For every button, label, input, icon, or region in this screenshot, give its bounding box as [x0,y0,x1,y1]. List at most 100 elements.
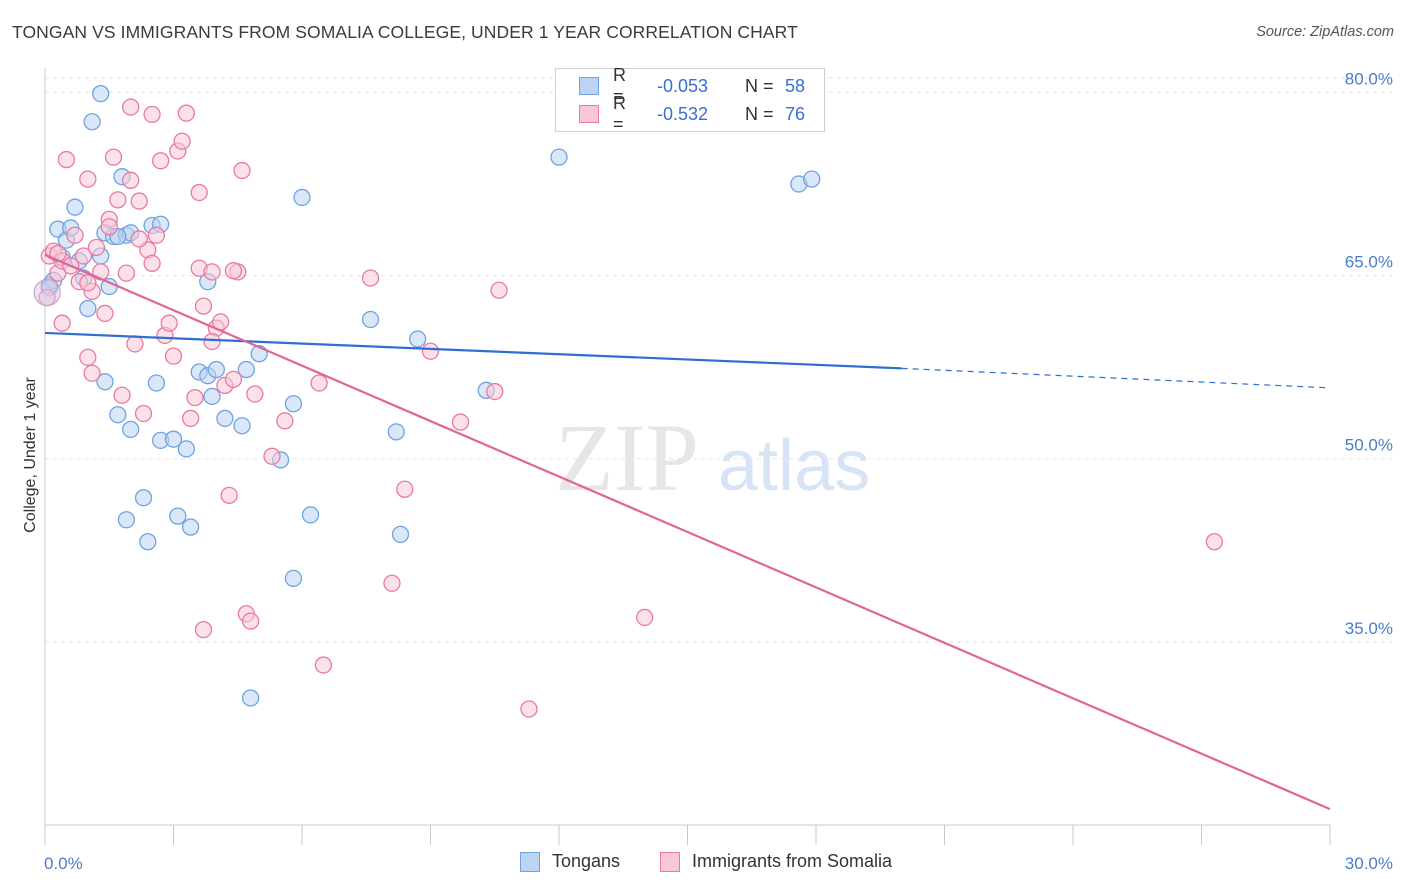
y-tick-label: 35.0% [1345,619,1393,638]
point-tongans [387,423,405,441]
source-credit: Source: ZipAtlas.com [1256,24,1394,40]
point-tongans [83,113,101,131]
point-somalia [396,480,414,498]
point-somalia [246,385,264,403]
correlation-legend: R = -0.053 N = 58 R = -0.532 N = 76 [555,65,825,134]
point-somalia [130,192,148,210]
legend-swatch-tongans [520,851,540,872]
point-somalia [1205,533,1223,551]
legend-r-label: R = [613,93,626,134]
point-somalia [263,447,281,465]
point-somalia [143,105,161,124]
point-somalia [310,374,328,392]
point-somalia [160,314,178,332]
legend-r-value: -0.053 [657,75,709,96]
point-tongans [164,430,183,448]
point-tongans [284,569,303,588]
point-somalia [79,348,97,367]
point-tongans [408,330,427,348]
legend-label-somalia: Immigrants from Somalia [692,851,893,871]
point-somalia [104,148,123,166]
point-somalia [57,150,76,169]
y-tick-label: 80.0% [1345,69,1393,88]
point-tongans [241,689,260,707]
point-somalia [147,226,166,244]
point-somalia [143,254,161,273]
point-tongans [122,420,140,439]
legend-row-somalia: R = -0.532 N = 76 [556,93,806,134]
point-somalia [74,247,93,265]
trend-lines [44,253,1331,811]
watermark-zip: ZIP [555,404,699,511]
watermark-atlas: atlas [718,426,870,506]
legend-item-somalia[interactable]: Immigrants from Somalia [660,851,892,872]
point-somalia [173,132,191,150]
point-tongans [117,511,136,529]
point-tongans [207,360,225,379]
point-tongans [361,310,380,329]
point-somalia [636,608,654,627]
point-somalia [164,347,183,365]
point-somalia [100,218,118,236]
point-somalia [241,612,260,630]
data-points [33,84,1223,718]
point-somalia [79,170,97,188]
point-tongans [109,406,127,424]
point-somalia [134,404,153,423]
legend-swatch-somalia [660,851,680,872]
point-somalia [361,269,380,287]
legend-swatch-tongans [579,77,599,95]
point-somalia [87,238,106,257]
point-tongans [284,395,303,413]
point-tongans [134,489,153,507]
point-somalia [113,386,131,404]
point-somalia [220,486,238,504]
point-tongans [233,417,251,435]
series-legend: Tongans Immigrants from Somalia [0,851,1406,879]
legend-item-tongans[interactable]: Tongans [520,851,620,872]
y-tick-label: 65.0% [1345,253,1393,272]
legend-n-label: N = [745,103,774,124]
legend-n-label: N = [745,75,774,96]
point-somalia [190,183,208,202]
legend-n-value: 76 [785,103,806,124]
watermark: ZIP atlas [555,404,870,511]
legend-row-tongans: R = -0.053 N = 58 [556,65,806,106]
point-somalia [151,152,170,170]
point-somalia [224,262,243,280]
point-tongans [92,84,110,103]
point-somalia [122,171,140,189]
point-tongans [96,373,114,391]
point-somalia [233,161,251,180]
point-somalia [203,263,221,281]
point-tongans [301,506,320,524]
point-tongans [391,525,410,544]
point-somalia [66,226,84,244]
legend-r-label: R = [613,65,626,106]
point-somalia [53,314,71,332]
point-tongans [237,360,255,379]
point-somalia [130,230,148,248]
point-tongans [147,374,166,392]
point-tongans [139,533,157,551]
chart-title: TONGAN VS IMMIGRANTS FROM SOMALIA COLLEG… [12,22,798,42]
x-tick-label: 0.0% [44,854,83,873]
point-somalia [79,274,97,292]
point-somalia [520,700,538,718]
point-somalia [122,98,140,116]
point-somalia [383,574,401,592]
point-tongans [79,299,97,318]
point-tongans [66,198,84,216]
y-tick-label: 50.0% [1345,436,1393,455]
point-tongans [803,170,821,188]
point-somalia [194,620,213,639]
point-tongans [203,387,221,406]
point-cluster [33,279,61,307]
point-somalia [490,281,508,299]
legend-n-value: 58 [785,75,806,96]
point-somalia [126,335,144,353]
y-axis-label: College, Under 1 year [22,377,39,533]
point-somalia [186,389,204,407]
point-somalia [314,656,333,674]
